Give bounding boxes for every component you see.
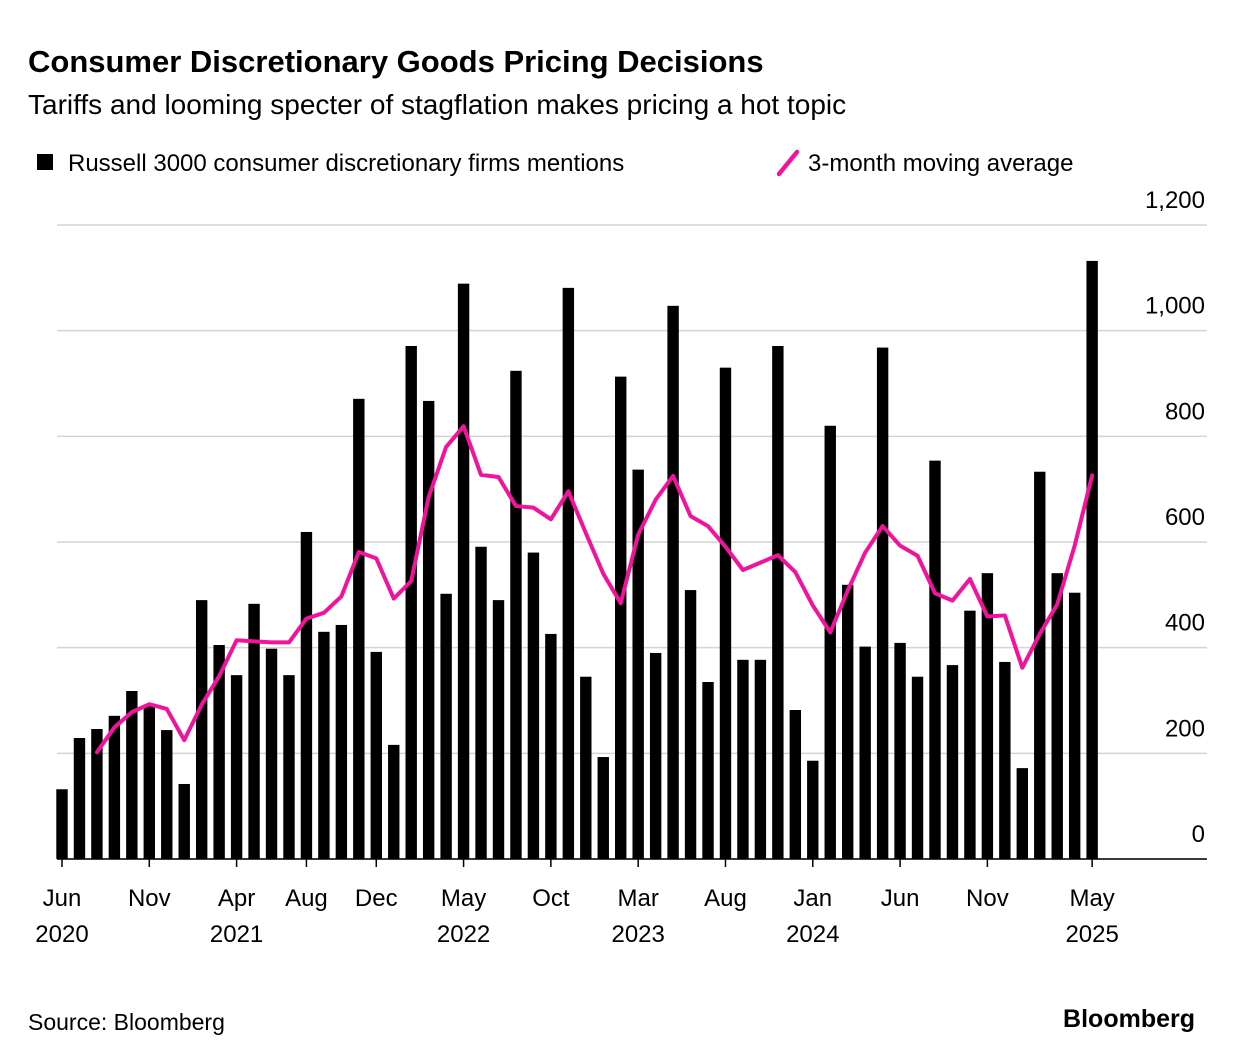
bar [562,287,575,859]
x-tick-label: Jun [881,885,920,912]
bar [580,676,592,859]
x-tick-label: Jun [43,885,82,912]
bar [353,398,365,859]
y-tick-label: 400 [1165,610,1205,637]
bar [370,651,382,859]
legend-label: Russell 3000 consumer discretionary firm… [68,150,624,177]
bar [318,631,330,859]
y-tick-label: 0 [1192,821,1205,848]
bar [73,738,86,859]
bar [335,624,348,859]
bar [440,593,452,859]
bar [999,661,1011,859]
y-tick-label: 800 [1165,398,1205,425]
x-tick-label: May [1069,885,1114,912]
bar [161,730,173,859]
x-tick-label: Apr [218,885,255,912]
y-tick-label: 1,200 [1145,187,1205,214]
legend-swatch [776,149,800,177]
x-tick-year: 2020 [35,921,88,948]
bar [667,305,679,860]
x-tick-label: Nov [966,885,1009,912]
bar [545,633,557,859]
y-tick-label: 600 [1165,504,1205,531]
x-tick-label: Mar [618,885,659,912]
bar [283,675,295,859]
x-tick-label: May [441,885,486,912]
bar [615,376,627,859]
x-tick-label: Nov [128,885,171,912]
bar [422,400,435,859]
bar [457,283,470,859]
bar [789,710,802,859]
moving-average-line [94,424,1095,755]
bar [946,665,959,859]
bar [178,783,190,859]
x-tick-label: Jan [793,885,832,912]
bar [1034,471,1046,859]
bar [143,705,155,859]
bar [824,425,836,859]
x-tick-year: 2023 [611,921,664,948]
brand: Bloomberg [1063,1005,1195,1033]
bar [1068,592,1081,859]
bar [981,573,994,859]
bar [213,645,225,859]
bar [772,345,784,859]
bar [300,531,313,859]
bar [684,590,697,859]
bar [702,682,714,859]
bar [405,345,417,859]
bar [719,367,732,859]
legend-label: 3-month moving average [808,150,1073,177]
bar [859,646,871,859]
bar [388,744,400,859]
bar [929,460,941,859]
bar [737,659,749,859]
y-tick-label: 1,000 [1145,293,1205,320]
bar [632,469,644,859]
bar [649,652,662,859]
bar [195,600,208,859]
x-tick-label: Aug [285,885,328,912]
bar [1051,573,1063,859]
bar [1086,260,1098,860]
bar [475,546,487,859]
bar [876,347,889,859]
bar [807,760,819,859]
bar [56,789,68,859]
x-tick-year: 2025 [1065,921,1118,948]
bar [510,370,522,859]
legend-swatch [37,154,53,170]
bar [108,715,121,859]
chart-subtitle: Tariffs and looming specter of stagflati… [28,89,846,120]
x-tick-year: 2022 [437,921,490,948]
bar [597,757,609,859]
bar [894,642,906,859]
bar [842,584,854,859]
bar [126,690,138,859]
source: Source: Bloomberg [28,1009,225,1035]
bar [265,648,278,859]
bar [1016,768,1028,859]
x-tick-label: Dec [355,885,398,912]
bar [964,610,976,859]
x-tick-year: 2021 [210,921,263,948]
x-tick-label: Oct [532,885,570,912]
x-tick-year: 2024 [786,921,839,948]
bar [754,659,767,859]
bar [248,603,260,859]
chart-title: Consumer Discretionary Goods Pricing Dec… [28,44,764,79]
x-tick-label: Aug [704,885,747,912]
bar [492,600,505,859]
bar [527,552,540,859]
bar [91,729,103,859]
bar [911,676,924,859]
y-tick-label: 200 [1165,715,1205,742]
bar [230,675,243,859]
